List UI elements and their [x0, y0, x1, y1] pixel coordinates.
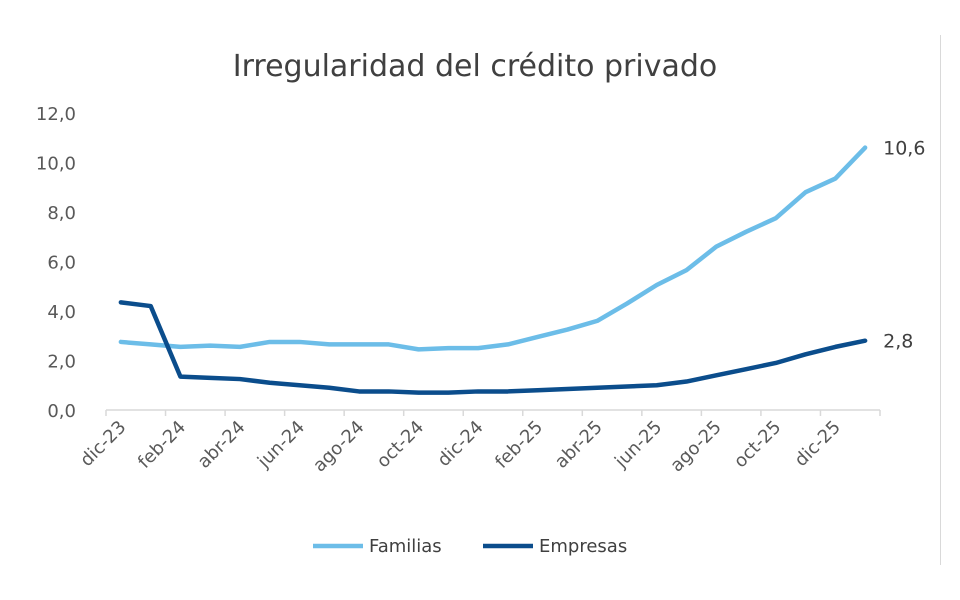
- legend-label: Empresas: [539, 536, 627, 557]
- y-tick-label: 0,0: [47, 401, 76, 422]
- chart-frame-border: [940, 35, 941, 565]
- x-tick-label: feb-24: [134, 417, 190, 473]
- end-data-label: 10,6: [883, 138, 925, 160]
- x-tick-label: ago-25: [666, 417, 726, 477]
- y-tick-label: 12,0: [36, 104, 76, 125]
- y-tick-label: 8,0: [47, 203, 76, 224]
- series-line-empresas: [118, 300, 868, 395]
- x-tick-label: dic-25: [791, 417, 845, 471]
- x-tick-label: oct-24: [373, 417, 428, 472]
- x-tick-label: jun-25: [610, 417, 666, 473]
- x-tick-label: abr-24: [194, 417, 250, 473]
- y-tick-label: 4,0: [47, 302, 76, 323]
- y-tick-label: 6,0: [47, 253, 76, 274]
- x-tick-label: oct-25: [730, 417, 785, 472]
- end-data-label: 2,8: [883, 331, 913, 353]
- x-tick-label: jun-24: [253, 417, 309, 473]
- legend-label: Familias: [369, 536, 442, 557]
- series-line-familias: [118, 145, 868, 352]
- x-tick-label: abr-25: [551, 417, 607, 473]
- y-tick-label: 10,0: [36, 154, 76, 175]
- x-tick-label: ago-24: [309, 417, 369, 477]
- x-tick-label: dic-24: [433, 417, 487, 471]
- x-tick-label: dic-23: [76, 417, 130, 471]
- chart-title: Irregularidad del crédito privado: [233, 49, 718, 84]
- y-tick-label: 2,0: [47, 352, 76, 373]
- x-tick-label: feb-25: [491, 417, 547, 473]
